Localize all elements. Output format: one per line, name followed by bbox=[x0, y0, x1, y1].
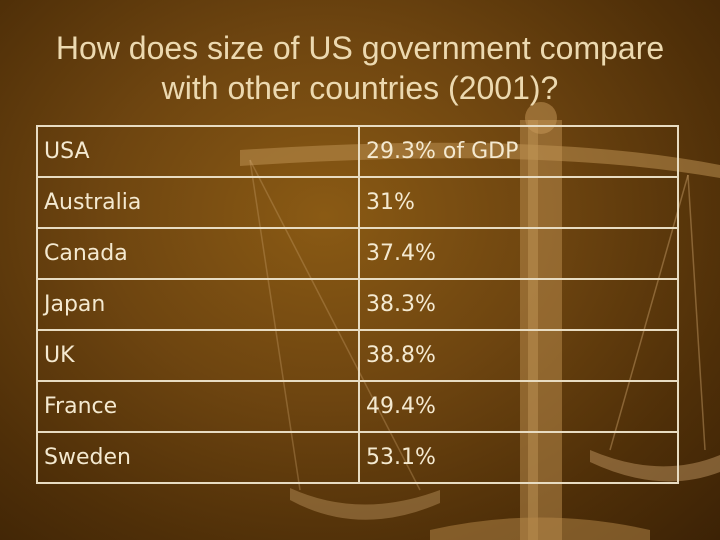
table-row: Canada 37.4% bbox=[36, 227, 679, 280]
country-cell: USA bbox=[36, 125, 360, 178]
slide-title: How does size of US government compare w… bbox=[55, 30, 665, 106]
table-row: UK 38.8% bbox=[36, 329, 679, 382]
table-row: USA 29.3% of GDP bbox=[36, 125, 679, 178]
value-cell: 29.3% of GDP bbox=[358, 125, 679, 178]
country-cell: Japan bbox=[36, 278, 360, 331]
table-row: Japan 38.3% bbox=[36, 278, 679, 331]
value-cell: 38.8% bbox=[358, 329, 679, 382]
table-row: Sweden 53.1% bbox=[36, 431, 679, 484]
table-row: Australia 31% bbox=[36, 176, 679, 229]
value-cell: 38.3% bbox=[358, 278, 679, 331]
value-cell: 37.4% bbox=[358, 227, 679, 280]
country-cell: France bbox=[36, 380, 360, 433]
value-cell: 53.1% bbox=[358, 431, 679, 484]
country-cell: UK bbox=[36, 329, 360, 382]
value-cell: 49.4% bbox=[358, 380, 679, 433]
country-cell: Canada bbox=[36, 227, 360, 280]
gov-size-table: USA 29.3% of GDP Australia 31% Canada 37… bbox=[36, 125, 679, 484]
value-cell: 31% bbox=[358, 176, 679, 229]
country-cell: Sweden bbox=[36, 431, 360, 484]
table-row: France 49.4% bbox=[36, 380, 679, 433]
country-cell: Australia bbox=[36, 176, 360, 229]
